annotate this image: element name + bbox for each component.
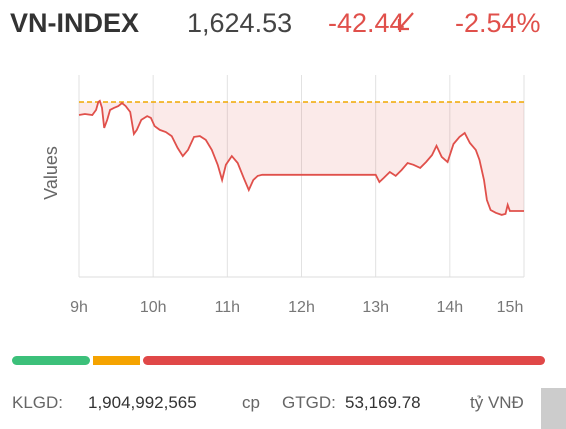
scroll-handle <box>541 388 566 429</box>
index-price: 1,624.53 <box>187 8 292 38</box>
x-tick-label: 9h <box>70 299 88 316</box>
x-tick-label: 11h <box>215 299 241 316</box>
area <box>79 100 524 215</box>
volume: 1,904,992,565 <box>88 393 197 412</box>
breadth-bar <box>12 356 545 365</box>
index-change: -42.44 <box>328 8 405 38</box>
value-label: GTGD: <box>282 393 336 412</box>
x-tick-label: 14h <box>436 299 463 316</box>
index-name: VN-INDEX <box>10 8 139 38</box>
x-tick-label: 13h <box>362 299 389 316</box>
y-axis-label: Values <box>41 146 61 200</box>
x-tick-label: 10h <box>140 299 167 316</box>
chart: Values 9h 10h 11h 12h 13h 14h 15h <box>41 75 525 316</box>
volume-label: KLGD: <box>12 393 63 412</box>
value-unit: tỷ VNĐ <box>470 393 524 412</box>
volume-unit: cp <box>242 393 260 412</box>
price-line <box>78 99 524 216</box>
index-change-percent: -2.54% <box>455 8 541 38</box>
x-tick-label: 15h <box>497 299 524 316</box>
trade-value: 53,169.78 <box>345 393 421 412</box>
x-tick-label: 12h <box>288 299 315 316</box>
down-arrow <box>397 12 414 31</box>
